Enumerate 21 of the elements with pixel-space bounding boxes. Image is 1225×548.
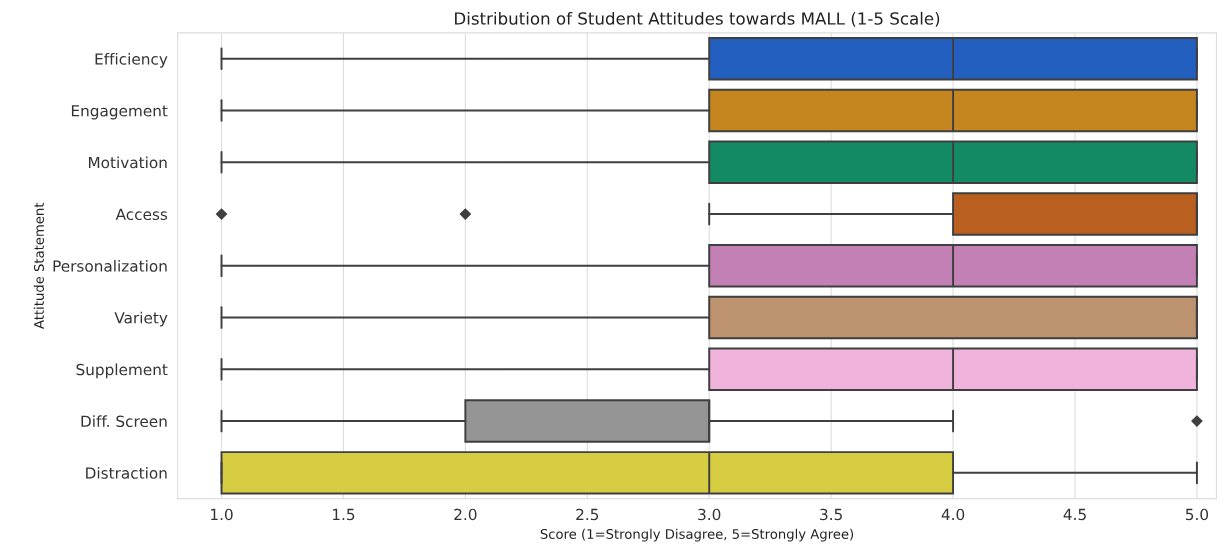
- y-axis-title: Attitude Statement: [33, 202, 44, 329]
- y-tick-label: Motivation: [88, 156, 167, 169]
- x-tick-label: 5.0: [1185, 508, 1209, 521]
- y-tick-label: Engagement: [71, 105, 168, 120]
- y-tick-label: Supplement: [76, 363, 168, 379]
- y-tick-label: Efficiency: [95, 52, 168, 68]
- x-tick-label: 2.0: [454, 508, 477, 521]
- y-tick-label: Distraction: [86, 467, 167, 479]
- x-tick-label: 3.5: [820, 508, 842, 521]
- x-tick-label: 1.0: [211, 508, 233, 521]
- x-tick-label: 2.5: [576, 508, 599, 521]
- y-tick-label: Access: [115, 208, 168, 221]
- x-tick-label: 1.5: [332, 508, 355, 521]
- y-tick-label: Variety: [114, 311, 168, 327]
- y-tick-label: Personalization: [53, 259, 167, 272]
- chart-title: Distribution of Student Attitudes towards MALL (1-5 Scale): [455, 11, 940, 27]
- x-tick-label: 3.0: [698, 508, 721, 521]
- x-axis-title: Score (1=Strongly Disagree, 5=Strongly Agree): [540, 528, 854, 542]
- x-tick-label: 4.5: [1063, 508, 1086, 521]
- y-tick-label: Diff. Screen: [81, 415, 167, 428]
- x-tick-label: 4.0: [941, 508, 965, 521]
